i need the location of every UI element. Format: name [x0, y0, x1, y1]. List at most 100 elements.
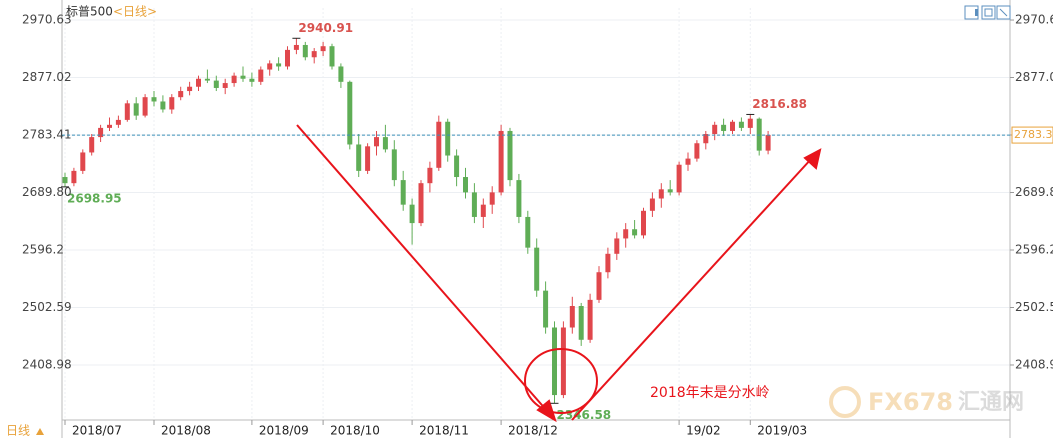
- y-tick-label: 2783.41: [22, 128, 72, 142]
- candle-body: [98, 127, 104, 138]
- candle-body: [187, 86, 193, 92]
- candle-body: [115, 119, 121, 125]
- candle-body: [641, 210, 646, 236]
- candle-body: [71, 170, 77, 184]
- candle-body: [614, 238, 620, 254]
- right-tick-label: 2970.6: [1015, 13, 1053, 27]
- x-tick-label: 2018/11: [419, 424, 469, 438]
- candle-body: [721, 124, 727, 131]
- candle-body: [80, 152, 86, 171]
- candle-body: [374, 137, 379, 147]
- candle-body: [338, 66, 344, 82]
- candle-body: [382, 137, 388, 150]
- candle-body: [738, 121, 744, 128]
- candle-body: [133, 103, 139, 116]
- candle-body: [498, 130, 504, 193]
- candle-body: [365, 146, 371, 171]
- candle-body: [427, 167, 433, 184]
- x-tick-label: 2018/07: [72, 424, 122, 438]
- candle-body: [658, 189, 664, 199]
- x-tick-label: 2019/03: [757, 424, 807, 438]
- candle-body: [89, 137, 95, 153]
- candle-body: [578, 306, 584, 340]
- low-label: 2346.58: [557, 408, 612, 422]
- y-tick-label: 2408.98: [22, 357, 72, 371]
- candle-body: [222, 83, 228, 88]
- x-tick-label: 2018/09: [259, 424, 309, 438]
- candle-body: [231, 75, 237, 84]
- candle-body: [765, 135, 771, 151]
- candle-body: [293, 44, 299, 50]
- fullscreen-button[interactable]: [996, 5, 1011, 20]
- reset-icon: [984, 8, 993, 17]
- candle-body: [552, 327, 557, 396]
- candle-body: [480, 204, 486, 217]
- x-tick-label: 2018/08: [161, 424, 211, 438]
- candle-body: [525, 216, 531, 248]
- candle-body: [649, 198, 655, 211]
- down-arrow-line: [296, 124, 549, 413]
- y-tick-label: 2877.02: [22, 70, 72, 84]
- bottom-circle: [524, 348, 598, 414]
- candle-body: [560, 327, 566, 396]
- candle-body: [605, 253, 611, 273]
- candle-body: [196, 78, 201, 87]
- candle-body: [62, 177, 68, 184]
- candle-body: [320, 46, 326, 52]
- reset-button[interactable]: [981, 5, 996, 20]
- candle-body: [160, 101, 166, 110]
- candle-body: [169, 97, 175, 110]
- candle-body: [391, 149, 397, 181]
- tab-label[interactable]: 日线: [6, 424, 30, 438]
- candle-body: [596, 272, 602, 300]
- candle-body: [454, 155, 460, 178]
- right-tick-label: 2877.0: [1015, 70, 1053, 84]
- watermark-logo: [829, 386, 861, 418]
- candle-body: [356, 144, 362, 171]
- watermark-text: 汇通网: [958, 390, 1024, 415]
- toolbar: [964, 5, 1011, 20]
- candle-body: [267, 63, 273, 70]
- y-tick-label: 2502.59: [22, 300, 72, 314]
- candle-body: [258, 69, 264, 82]
- grid: [62, 8, 1010, 420]
- candle-body: [694, 143, 700, 159]
- period-label[interactable]: <日线>: [113, 5, 157, 19]
- candle-body: [436, 121, 442, 168]
- candle-body: [623, 229, 629, 239]
- fullscreen-icon: [999, 8, 1008, 17]
- price-label: 2783.3: [1014, 128, 1053, 141]
- tab[interactable]: [0, 422, 60, 438]
- candle-body: [712, 124, 718, 135]
- candle-body: [107, 124, 112, 128]
- up-arrow-line: [571, 157, 813, 421]
- y-tick-label: 2689.80: [22, 185, 72, 199]
- candle-body: [311, 51, 317, 58]
- watermark: FX678 汇通网: [829, 386, 1024, 418]
- candle-body: [285, 49, 290, 67]
- y-tick-label: 2596.2: [22, 242, 64, 256]
- candle-body: [124, 103, 130, 120]
- candle-body: [302, 44, 308, 58]
- x-tick-label: 2018/12: [508, 424, 558, 438]
- watermark-text: FX678: [868, 388, 953, 416]
- x-tick-label: 2018/10: [330, 424, 380, 438]
- tab-arrow: [36, 428, 44, 435]
- candle-body: [347, 81, 353, 145]
- candle-body: [569, 306, 575, 328]
- x-tick-label: 19/02: [686, 424, 721, 438]
- zoom-icon: [975, 9, 978, 16]
- low-label: 2698.95: [67, 191, 122, 205]
- candle-body: [703, 134, 709, 144]
- candle-body: [676, 164, 682, 193]
- high-label: 2940.91: [298, 21, 353, 35]
- right-tick-label: 2408.9: [1015, 357, 1053, 371]
- candle-body: [445, 121, 451, 156]
- candle-body: [418, 183, 424, 224]
- price-box: [1011, 126, 1053, 144]
- y-tick-label: 2970.63: [22, 13, 72, 27]
- right-tick-label: 2596.2: [1015, 242, 1053, 256]
- candle-body: [142, 97, 148, 116]
- candle-body: [489, 192, 495, 205]
- candle-body: [213, 80, 219, 88]
